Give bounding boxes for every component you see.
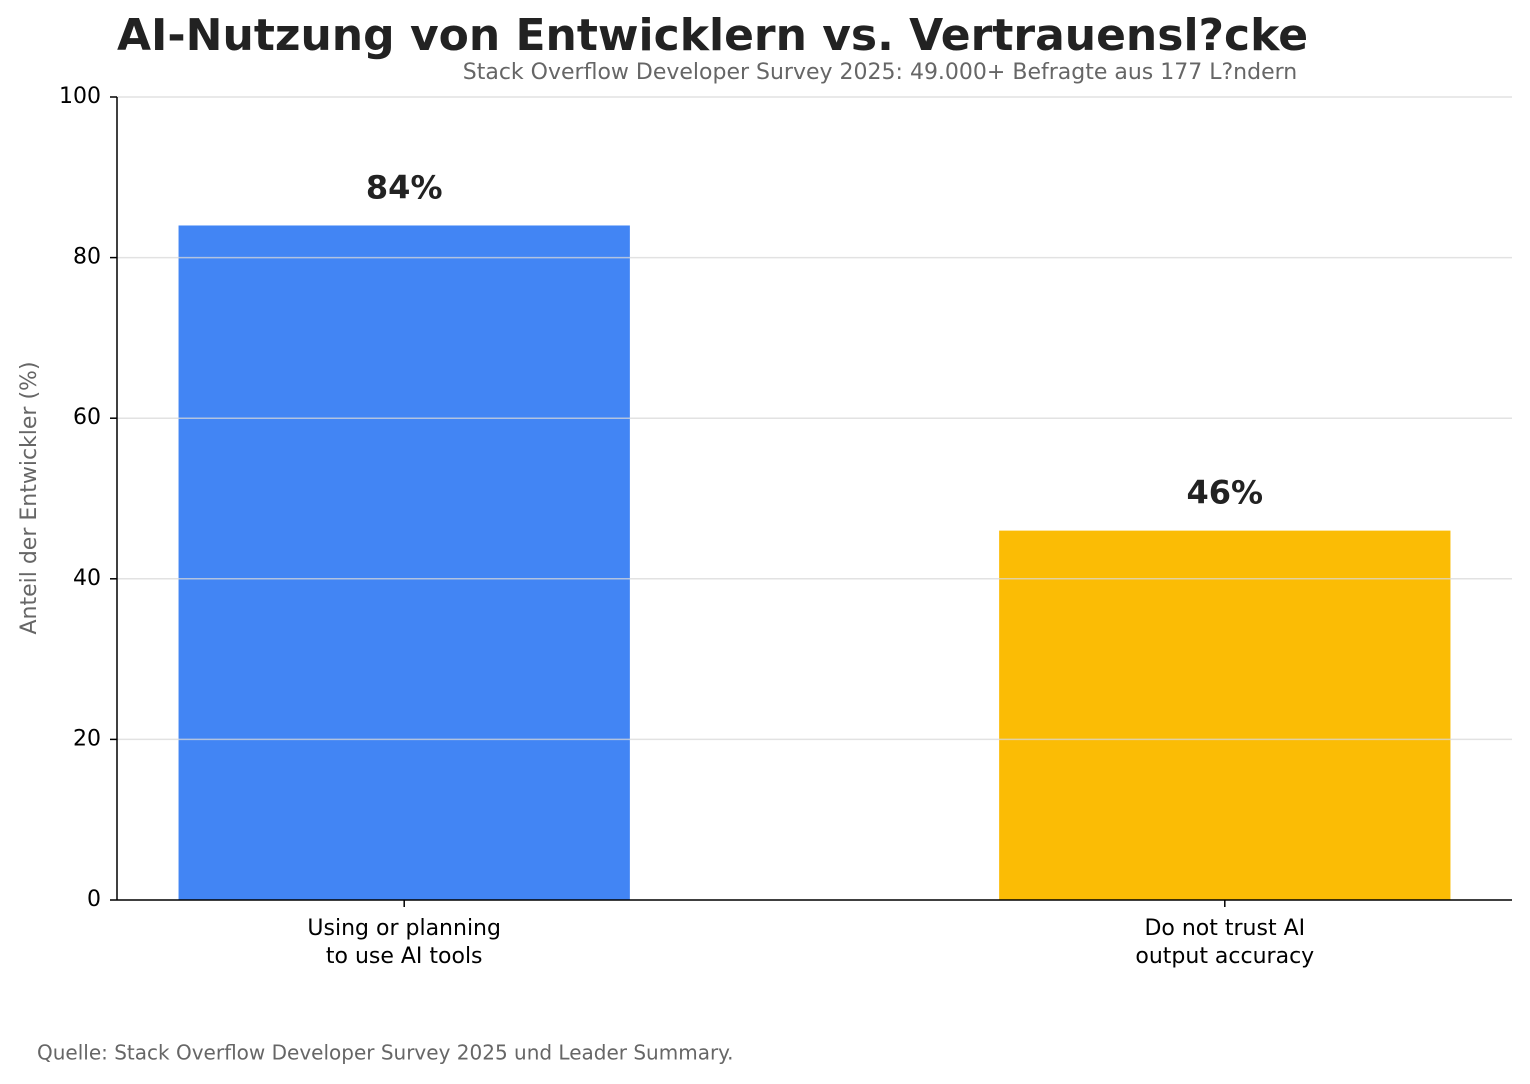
bar (999, 530, 1451, 900)
x-tick-label: Do not trust AI output accuracy (1135, 916, 1314, 969)
value-label: 84% (366, 168, 443, 206)
x-tick-label: Using or planning to use AI tools (307, 916, 501, 969)
y-axis-label: Anteil der Entwickler (%) (17, 361, 42, 634)
y-tick-label: 80 (73, 245, 101, 270)
chart-subtitle: Stack Overflow Developer Survey 2025: 49… (463, 60, 1297, 85)
y-tick-label: 100 (59, 84, 101, 109)
y-tick-label: 0 (87, 887, 101, 912)
chart-title: AI-Nutzung von Entwicklern vs. Vertrauen… (117, 10, 1308, 61)
y-tick-label: 20 (73, 726, 101, 751)
value-label: 46% (1186, 474, 1263, 512)
y-tick-label: 60 (73, 405, 101, 430)
source-note: Quelle: Stack Overflow Developer Survey … (37, 1041, 734, 1065)
bar (178, 225, 630, 901)
y-tick-label: 40 (73, 566, 101, 591)
